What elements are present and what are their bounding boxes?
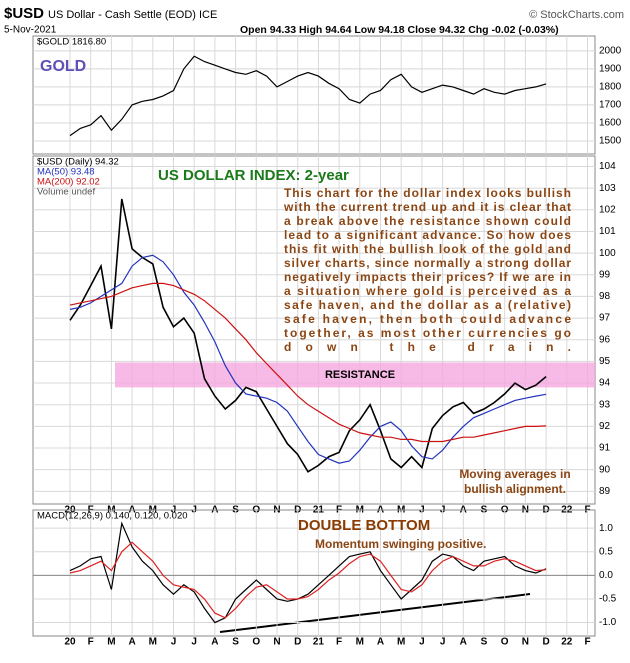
y-tick-label: 98 [599, 291, 611, 302]
panel-frame [32, 35, 596, 155]
y-tick-label: 102 [599, 204, 616, 215]
x-tick-label: O [252, 637, 260, 648]
y-tick-label: 100 [599, 248, 616, 259]
panel-annotation: GOLD [40, 58, 86, 75]
note-line: bullish alignment. [464, 482, 566, 496]
panel-frame [32, 155, 596, 505]
x-tick-label: 22 [561, 637, 573, 648]
x-tick-label: O [501, 637, 509, 648]
y-tick-label: 101 [599, 226, 616, 237]
x-tick-label: J [440, 637, 446, 648]
x-tick-label: A [211, 637, 218, 648]
x-tick-label: F [88, 637, 94, 648]
note-line: together, as most other currencies go [284, 326, 571, 340]
series-line [69, 541, 547, 619]
x-tick-label: M [107, 637, 115, 648]
legend-entry: MA(50) 93.48 [37, 167, 95, 178]
x-tick-label: J [419, 637, 425, 648]
x-tick-label: F [584, 637, 590, 648]
resistance-label: RESISTANCE [325, 369, 395, 381]
x-tick-label: J [171, 637, 177, 648]
y-tick-label: 103 [599, 183, 616, 194]
series-line [69, 198, 547, 473]
trendline [219, 593, 531, 633]
y-tick-label: 92 [599, 421, 611, 432]
x-tick-label: M [397, 637, 405, 648]
note-line: a break above the resistance shown could [284, 214, 571, 228]
x-tick-label: J [191, 637, 197, 648]
y-tick-label: 1500 [599, 136, 622, 147]
note-line: safe haven, then both could advance [284, 312, 571, 326]
y-tick-label: 95 [599, 356, 611, 367]
y-tick-label: 1900 [599, 63, 622, 74]
note-line: safe haven, and the dollar as a (relativ… [284, 298, 571, 312]
y-tick-label: 91 [599, 443, 611, 454]
panel-frame [32, 509, 596, 637]
y-tick-label: 0.0 [599, 570, 613, 581]
panel-annotation: US DOLLAR INDEX: 2-year [158, 167, 349, 184]
note-line: silver charts, since normally a strong d… [284, 256, 571, 270]
y-tick-label: 89 [599, 486, 611, 497]
note-line: Momentum swinging positive. [315, 537, 486, 551]
x-tick-label: N [522, 637, 529, 648]
y-tick-label: 1.0 [599, 523, 613, 534]
y-tick-label: 1600 [599, 118, 622, 129]
y-tick-label: -1.0 [599, 617, 617, 628]
source: © StockCharts.com [529, 9, 624, 21]
note-line: this fit with the bullish look of the go… [284, 242, 571, 256]
series-line [69, 254, 547, 464]
y-tick-label: -0.5 [599, 594, 617, 605]
x-tick-label: A [377, 637, 384, 648]
note-line: This chart for the dollar index looks bu… [284, 186, 571, 200]
x-tick-label: N [273, 637, 280, 648]
date: 5-Nov-2021 [4, 25, 57, 36]
legend-entry: MA(200) 92.02 [37, 177, 100, 188]
y-tick-label: 1800 [599, 82, 622, 93]
y-tick-label: 96 [599, 334, 611, 345]
x-tick-label: S [232, 637, 239, 648]
x-tick-label: D [294, 637, 301, 648]
note-line: with the current trend up and it is clea… [283, 200, 571, 214]
y-tick-label: 104 [599, 161, 616, 172]
x-tick-label: D [542, 637, 549, 648]
x-tick-label: S [481, 637, 488, 648]
series-line [69, 55, 547, 137]
x-tick-label: 20 [64, 637, 76, 648]
instrument-name: US Dollar - Cash Settle (EOD) ICE [48, 9, 217, 21]
y-tick-label: 2000 [599, 45, 622, 56]
symbol: $USD [4, 5, 44, 22]
quote: Open 94.33 High 94.64 Low 94.18 Close 94… [240, 24, 559, 36]
series-line [69, 521, 547, 624]
panel-annotation: DOUBLE BOTTOM [298, 517, 430, 534]
y-tick-label: 99 [599, 269, 611, 280]
legend-entry: $USD (Daily) 94.32 [37, 157, 119, 168]
note-line: negatively impacts their prices? If we a… [284, 270, 571, 284]
note-line: a situation where gold is perceived as a [284, 284, 571, 298]
y-tick-label: 1700 [599, 100, 622, 111]
x-tick-label: 21 [313, 637, 325, 648]
x-tick-label: F [336, 637, 342, 648]
note-line: Moving averages in [459, 467, 570, 481]
x-tick-label: M [356, 637, 364, 648]
y-tick-label: 94 [599, 378, 611, 389]
x-tick-label: A [460, 637, 467, 648]
y-tick-label: 93 [599, 399, 611, 410]
note-line: down the drain. [284, 340, 571, 354]
legend-entry: $GOLD 1816.80 [37, 37, 106, 48]
series-line [69, 282, 547, 443]
note-line: lead to a significant advance. So how do… [284, 228, 571, 242]
y-tick-label: 97 [599, 313, 611, 324]
legend-entry: Volume undef [37, 187, 95, 198]
y-tick-label: 90 [599, 464, 611, 475]
legend-entry: MACD(12,26,9) 0.140, 0.120, 0.020 [37, 511, 188, 522]
y-tick-label: 0.5 [599, 546, 613, 557]
x-tick-label: M [149, 637, 157, 648]
x-tick-label: A [128, 637, 135, 648]
